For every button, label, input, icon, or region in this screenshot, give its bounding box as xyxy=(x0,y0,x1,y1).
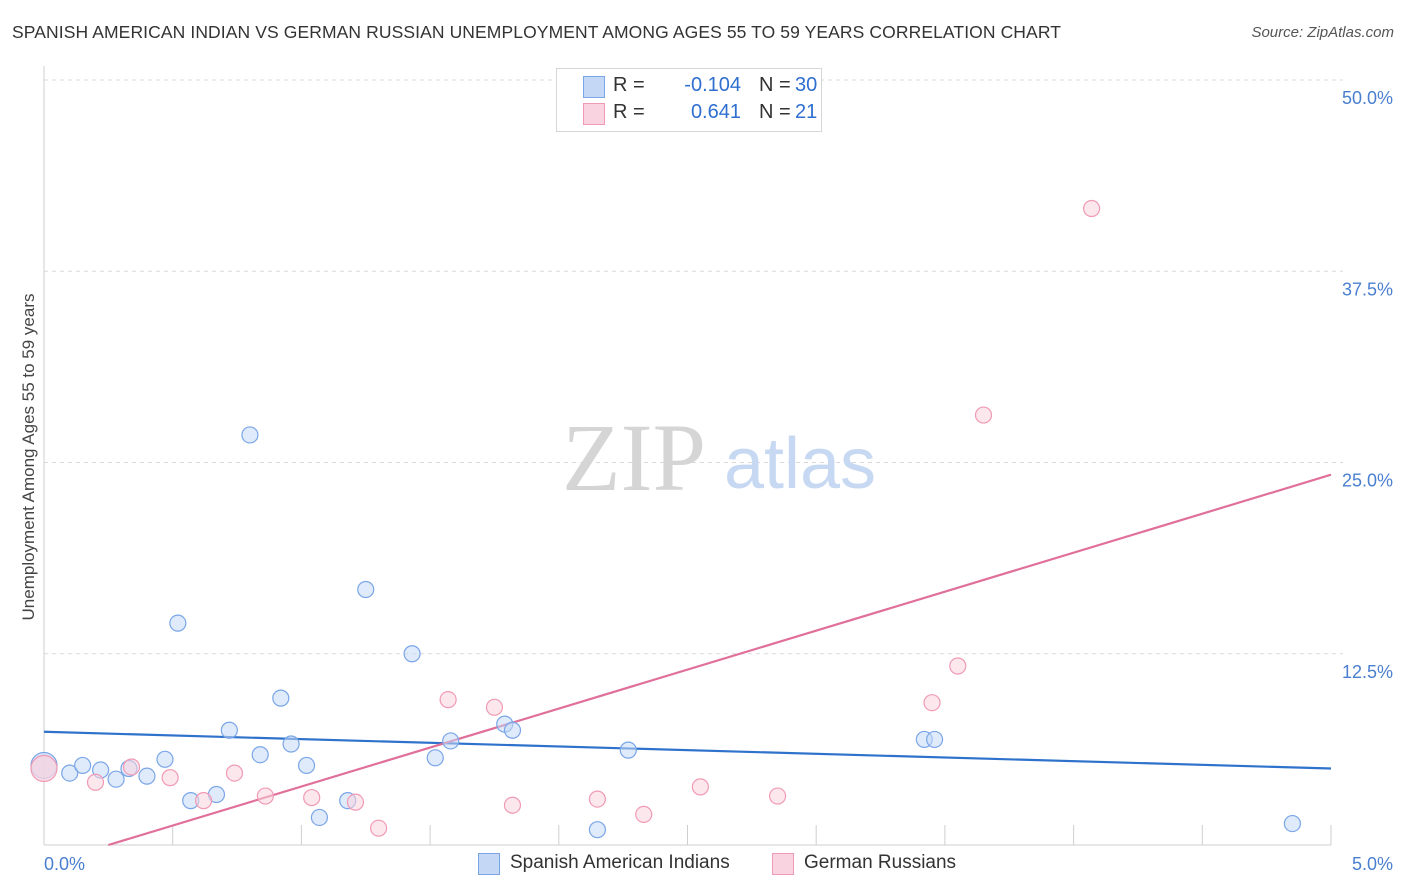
point-spanish-american-indians xyxy=(403,645,421,663)
point-german-russians xyxy=(256,787,274,805)
point-spanish-american-indians xyxy=(107,770,125,788)
trendlines xyxy=(43,473,1332,847)
point-spanish-american-indians xyxy=(926,730,944,749)
point-spanish-american-indians xyxy=(1283,814,1301,833)
legend-label: German Russians xyxy=(804,852,957,873)
point-spanish-american-indians xyxy=(297,756,316,775)
legend-label: Spanish American Indians xyxy=(510,852,730,873)
point-spanish-american-indians xyxy=(241,426,259,444)
point-german-russians xyxy=(485,698,504,716)
point-spanish-american-indians xyxy=(588,821,607,839)
y-tick-label: 12.5% xyxy=(1342,662,1393,682)
y-tick-label: 50.0% xyxy=(1342,88,1393,108)
point-german-russians xyxy=(1083,199,1101,218)
point-spanish-american-indians xyxy=(426,749,444,767)
swatch-pink xyxy=(583,103,605,125)
point-german-russians xyxy=(122,758,141,776)
point-german-russians xyxy=(768,787,787,805)
point-german-russians xyxy=(370,819,388,837)
point-spanish-american-indians xyxy=(156,750,174,768)
gridlines xyxy=(44,79,1343,655)
watermark: ZIP atlas xyxy=(562,404,876,511)
point-german-russians xyxy=(86,773,105,791)
source-credit: Source: ZipAtlas.com xyxy=(1251,24,1394,41)
x-tick-label: 0.0% xyxy=(44,854,85,874)
y-axis-label: Unemployment Among Ages 55 to 59 years xyxy=(19,294,38,621)
point-spanish-american-indians xyxy=(310,808,329,827)
r-value: 0.641 xyxy=(690,101,741,123)
point-german-russians xyxy=(923,694,941,712)
point-german-russians xyxy=(346,793,365,811)
tick-labels: 12.5% 25.0% 37.5% 50.0% 0.0% 5.0% xyxy=(44,88,1393,874)
point-german-russians xyxy=(949,657,967,675)
data-points xyxy=(30,199,1301,839)
n-value: 21 xyxy=(795,101,818,123)
point-spanish-american-indians xyxy=(357,580,375,599)
point-german-russians xyxy=(588,790,607,808)
point-spanish-american-indians xyxy=(74,756,92,775)
r-value: -0.104 xyxy=(684,74,741,96)
watermark-atlas: atlas xyxy=(724,424,876,504)
stats-legend: R = -0.104 N = 30 R = 0.641 N = 21 xyxy=(556,68,822,132)
trendline-spanish-american-indians xyxy=(43,730,1332,770)
point-german-russians xyxy=(691,778,709,796)
point-german-russians xyxy=(974,406,993,424)
r-label: R = xyxy=(613,101,645,123)
point-spanish-american-indians xyxy=(220,721,238,739)
n-value: 30 xyxy=(795,74,818,96)
n-label: N = xyxy=(759,74,791,96)
chart-title: SPANISH AMERICAN INDIAN VS GERMAN RUSSIA… xyxy=(12,22,1062,42)
point-german-russians xyxy=(303,788,321,807)
y-tick-label: 37.5% xyxy=(1342,279,1393,299)
r-label: R = xyxy=(613,74,645,96)
swatch-blue xyxy=(583,76,605,98)
point-german-russians xyxy=(635,805,653,824)
legend-swatch-blue xyxy=(478,853,500,875)
point-spanish-american-indians xyxy=(272,689,290,707)
point-spanish-american-indians xyxy=(251,746,269,764)
trendline-german-russians xyxy=(108,473,1332,847)
point-spanish-american-indians xyxy=(282,735,300,753)
point-german-russians xyxy=(439,691,457,709)
point-german-russians xyxy=(161,769,179,787)
point-german-russians xyxy=(503,796,522,814)
n-label: N = xyxy=(759,101,791,123)
legend-swatch-pink xyxy=(772,853,794,875)
point-spanish-american-indians xyxy=(61,764,79,782)
watermark-zip: ZIP xyxy=(562,404,706,511)
point-german-russians xyxy=(194,792,213,810)
point-spanish-american-indians xyxy=(138,767,156,785)
point-spanish-american-indians xyxy=(503,721,522,739)
point-german-russians xyxy=(225,764,244,782)
point-spanish-american-indians xyxy=(169,614,187,632)
point-german-russians xyxy=(30,754,58,783)
point-spanish-american-indians xyxy=(442,732,460,750)
y-tick-label: 25.0% xyxy=(1342,471,1393,491)
axes xyxy=(43,66,1332,846)
point-spanish-american-indians xyxy=(619,741,637,759)
x-tick-label: 5.0% xyxy=(1352,854,1393,874)
